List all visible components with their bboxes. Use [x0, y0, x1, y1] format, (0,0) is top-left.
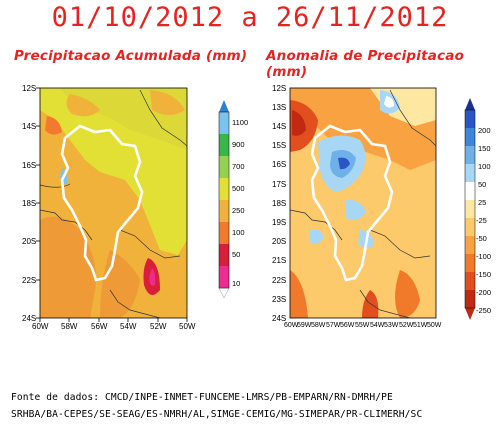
left-lat-label: 18S	[22, 199, 37, 208]
right-anomaly-map	[289, 87, 437, 319]
left-colorbar-label: 1100	[232, 118, 249, 127]
left-colorbar-label: 50	[232, 250, 241, 259]
left-colorbar-label: 10	[232, 279, 241, 288]
left-lon-label: 58W	[61, 322, 78, 331]
right-lon-label: 55W	[355, 322, 370, 329]
right-colorbar-label: -50	[476, 234, 487, 243]
right-lon-label: 56W	[340, 322, 355, 329]
left-colorbar-label: 500	[232, 184, 245, 193]
right-lat-label: 13S	[272, 103, 287, 112]
right-lat-label: 19S	[272, 218, 287, 227]
right-lat-label: 12S	[272, 84, 287, 93]
right-lat-label: 22S	[272, 276, 287, 285]
left-lat-label: 16S	[22, 161, 37, 170]
left-lon-label: 60W	[32, 322, 49, 331]
right-colorbar-label: -25	[476, 216, 487, 225]
right-lat-label: 24S	[272, 314, 287, 323]
right-lon-label: 57W	[326, 322, 341, 329]
left-colorbar-label: 100	[232, 228, 245, 237]
left-map-subtitle: Precipitacao Acumulada (mm)	[14, 48, 248, 64]
right-lat-label: 21S	[272, 256, 287, 265]
right-colorbar	[464, 98, 476, 320]
right-lat-label: 18S	[272, 199, 287, 208]
right-lat-label: 15S	[272, 141, 287, 150]
right-lat-label: 17S	[272, 180, 287, 189]
left-lon-label: 52W	[150, 322, 167, 331]
right-colorbar-label: 200	[478, 126, 491, 135]
right-colorbar-label: -250	[476, 306, 492, 315]
right-lat-label: 20S	[272, 237, 287, 246]
left-lat-label: 12S	[22, 84, 37, 93]
right-colorbar-label: 100	[478, 162, 491, 171]
left-lat-label: 22S	[22, 276, 37, 285]
right-lon-label: 58W	[311, 322, 326, 329]
left-colorbar-label: 250	[232, 206, 245, 215]
left-colorbar-label: 900	[232, 140, 245, 149]
left-lon-label: 56W	[91, 322, 108, 331]
right-colorbar-label: 25	[478, 198, 487, 207]
left-lat-label: 24S	[22, 314, 37, 323]
right-lat-label: 23S	[272, 295, 287, 304]
right-lon-label: 53W	[384, 322, 399, 329]
right-lon-label: 52W	[399, 322, 414, 329]
left-lat-label: 14S	[22, 122, 37, 131]
right-lat-label: 16S	[272, 160, 287, 169]
left-lat-label: 20S	[22, 237, 37, 246]
right-lon-label: 50W	[427, 322, 442, 329]
left-colorbar-label: 700	[232, 162, 245, 171]
right-lon-label: 54W	[370, 322, 385, 329]
left-precipitation-map	[36, 87, 188, 322]
source-line-1: Fonte de dados: CMCD/INPE-INMET-FUNCEME-…	[11, 392, 393, 403]
right-lon-label: 51W	[413, 322, 428, 329]
right-lon-label: 59W	[297, 322, 312, 329]
source-line-2: SRHBA/BA-CEPES/SE-SEAG/ES-NMRH/AL,SIMGE-…	[11, 409, 423, 420]
left-lon-label: 50W	[179, 322, 196, 331]
left-colorbar	[218, 100, 230, 299]
right-lat-label: 14S	[272, 122, 287, 131]
right-map-subtitle: Anomalia de Precipitacao (mm)	[266, 48, 465, 80]
left-lon-label: 54W	[120, 322, 137, 331]
right-lon-label: 60W	[284, 322, 299, 329]
page-title: 01/10/2012 a 26/11/2012	[51, 2, 449, 33]
right-colorbar-label: 150	[478, 144, 491, 153]
right-colorbar-label: -150	[476, 270, 492, 279]
right-colorbar-label: -200	[476, 288, 492, 297]
right-colorbar-label: 50	[478, 180, 487, 189]
right-colorbar-label: -100	[476, 252, 492, 261]
